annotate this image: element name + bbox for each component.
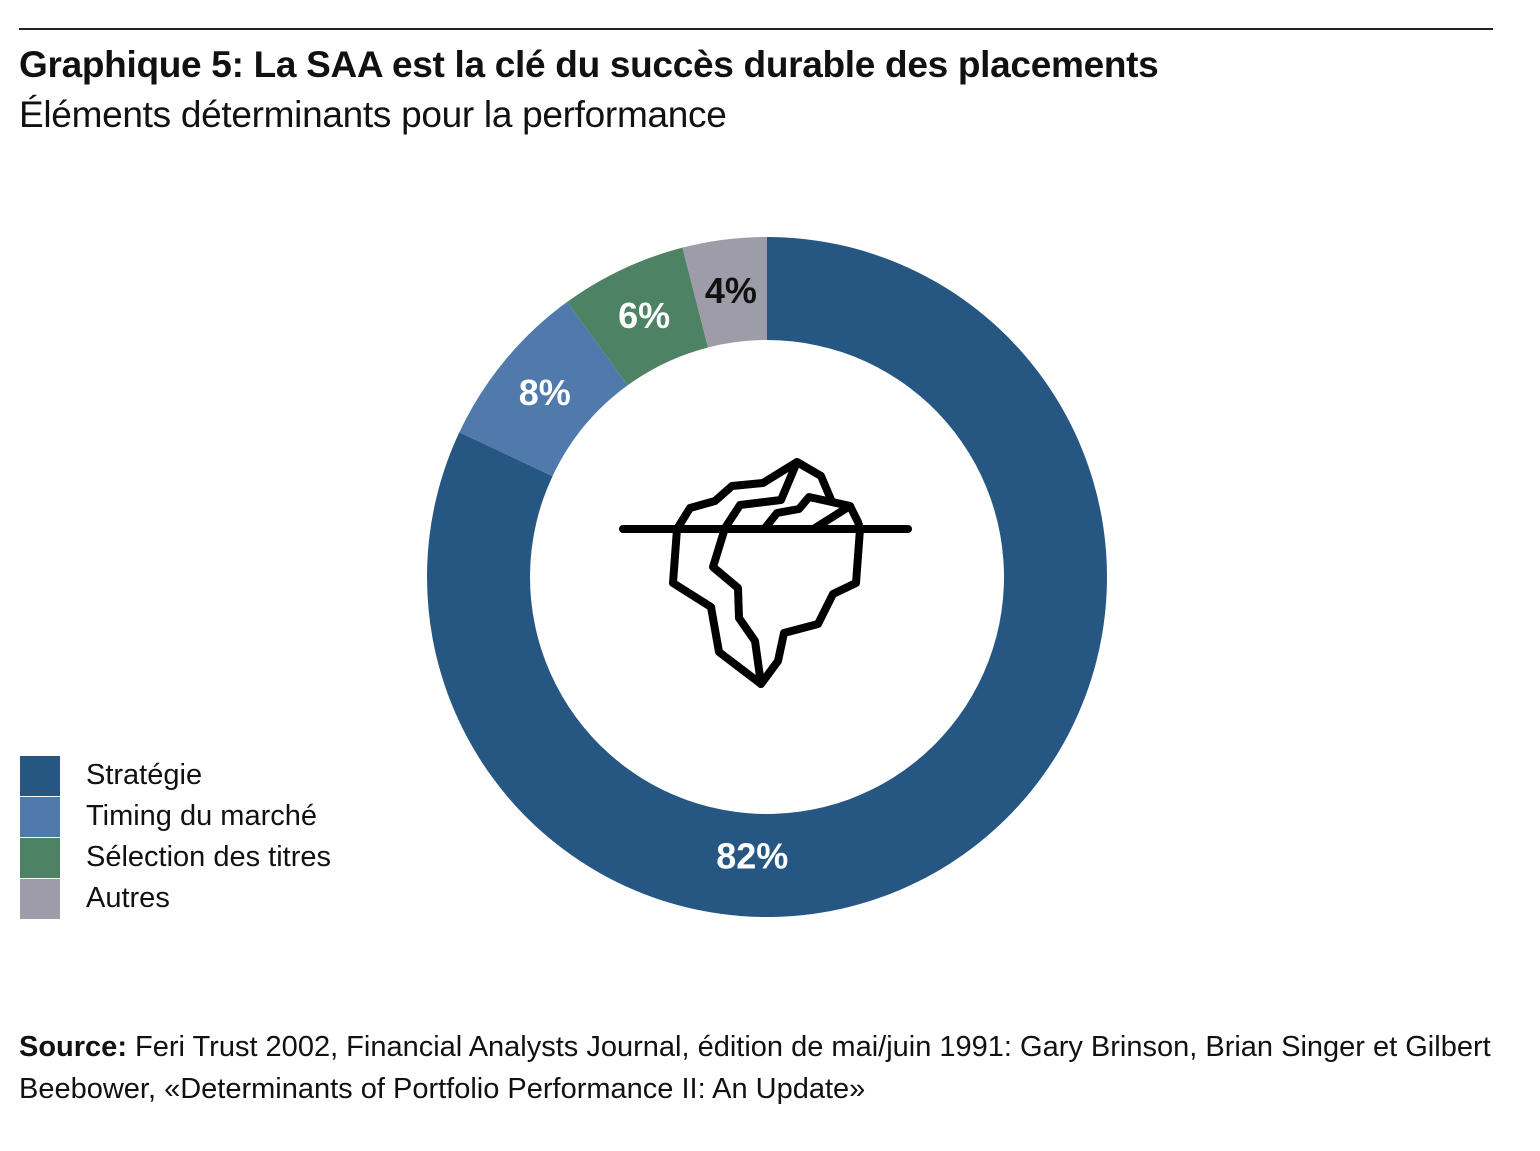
iceberg-icon	[619, 458, 912, 688]
chart-subtitle: Éléments déterminants pour la performanc…	[19, 94, 727, 135]
data-label: 4%	[705, 270, 757, 311]
legend-item-selection: Sélection des titres	[20, 837, 331, 878]
legend-label: Timing du marché	[86, 800, 318, 832]
slice-4	[682, 237, 767, 348]
source-text: Feri Trust 2002, Financial Analysts Jour…	[19, 1031, 1491, 1105]
legend-item-autres: Autres	[20, 878, 331, 919]
legend-swatch	[20, 878, 60, 919]
top-rule	[19, 28, 1493, 30]
legend-label: Autres	[86, 882, 170, 914]
source-label: Source:	[19, 1031, 127, 1063]
legend-swatch	[20, 796, 60, 837]
legend-item-strategie: Stratégie	[20, 755, 331, 796]
legend-label: Stratégie	[86, 759, 203, 791]
legend-label: Sélection des titres	[86, 841, 332, 873]
data-label: 82%	[716, 836, 788, 877]
data-label: 8%	[519, 372, 571, 413]
legend-swatch	[20, 755, 60, 796]
data-label: 6%	[618, 295, 670, 336]
slice-3	[567, 247, 709, 386]
chart-title: Graphique 5: La SAA est la clé du succès…	[19, 44, 1159, 85]
legend-item-timing: Timing du marché	[20, 796, 331, 837]
legend-swatch	[20, 837, 60, 878]
source-note: Source: Feri Trust 2002, Financial Analy…	[19, 1026, 1519, 1110]
legend: Stratégie Timing du marché Sélection des…	[20, 755, 331, 919]
slice-1	[427, 237, 1108, 918]
slice-2	[459, 301, 628, 477]
